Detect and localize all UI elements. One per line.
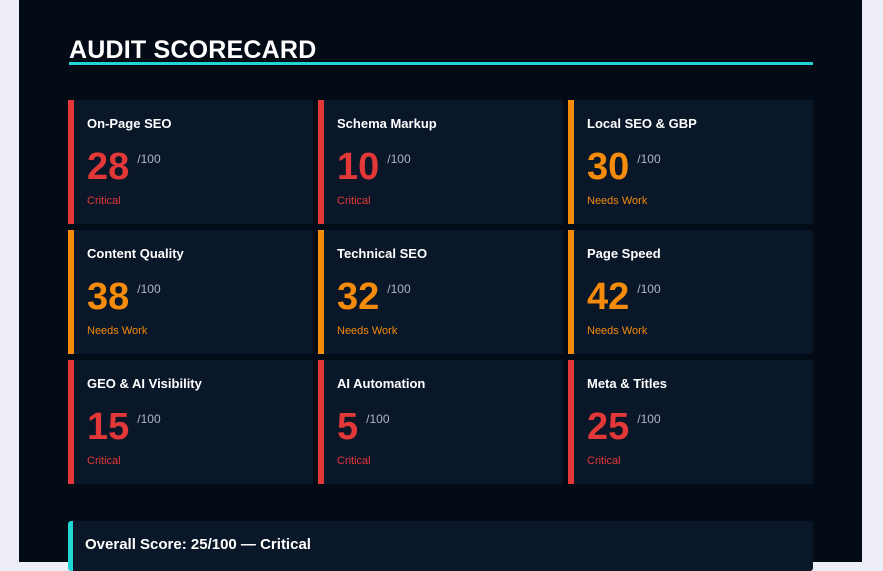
- status-label: Critical: [87, 195, 121, 207]
- score-value: 32: [337, 276, 380, 318]
- score-card: Technical SEO 32 /100 Needs Work: [318, 230, 563, 354]
- score-max: /100: [637, 282, 661, 296]
- score-row: 15 /100: [87, 406, 161, 448]
- score-row: 38 /100: [87, 276, 161, 318]
- score-max: /100: [637, 152, 661, 166]
- score-row: 5 /100: [337, 406, 390, 448]
- status-label: Needs Work: [87, 325, 148, 337]
- score-value: 5: [337, 406, 359, 448]
- score-value: 15: [87, 406, 130, 448]
- scorecard-page: AUDIT SCORECARD On-Page SEO 28 /100 Crit…: [19, 0, 862, 571]
- status-label: Critical: [337, 455, 371, 467]
- page-title: AUDIT SCORECARD: [69, 36, 317, 64]
- overall-score-panel: Overall Score: 25/100 — Critical: [68, 521, 813, 571]
- score-max: /100: [637, 412, 661, 426]
- score-row: 32 /100: [337, 276, 411, 318]
- score-max: /100: [366, 412, 390, 426]
- card-title: AI Automation: [337, 376, 426, 391]
- score-card: On-Page SEO 28 /100 Critical: [68, 100, 313, 224]
- score-row: 28 /100: [87, 146, 161, 188]
- score-max: /100: [137, 412, 161, 426]
- card-title: Technical SEO: [337, 246, 428, 261]
- status-label: Needs Work: [337, 325, 398, 337]
- card-title: Meta & Titles: [587, 376, 667, 391]
- score-row: 30 /100: [587, 146, 661, 188]
- score-row: 25 /100: [587, 406, 661, 448]
- score-row: 42 /100: [587, 276, 661, 318]
- score-value: 10: [337, 146, 380, 188]
- score-grid: On-Page SEO 28 /100 Critical Schema Mark…: [68, 100, 813, 484]
- score-value: 42: [587, 276, 630, 318]
- score-max: /100: [387, 282, 411, 296]
- score-card: Content Quality 38 /100 Needs Work: [68, 230, 313, 354]
- status-label: Critical: [337, 195, 371, 207]
- score-value: 30: [587, 146, 630, 188]
- card-title: Local SEO & GBP: [587, 116, 697, 131]
- card-title: Content Quality: [87, 246, 184, 261]
- score-card: Schema Markup 10 /100 Critical: [318, 100, 563, 224]
- score-max: /100: [137, 152, 161, 166]
- overall-score-text: Overall Score: 25/100 — Critical: [85, 536, 311, 553]
- title-underline: [69, 62, 813, 65]
- score-card: Local SEO & GBP 30 /100 Needs Work: [568, 100, 813, 224]
- card-title: GEO & AI Visibility: [87, 376, 202, 391]
- score-max: /100: [137, 282, 161, 296]
- score-max: /100: [387, 152, 411, 166]
- card-title: On-Page SEO: [87, 116, 172, 131]
- score-value: 38: [87, 276, 130, 318]
- score-row: 10 /100: [337, 146, 411, 188]
- score-card: GEO & AI Visibility 15 /100 Critical: [68, 360, 313, 484]
- score-value: 25: [587, 406, 630, 448]
- status-label: Critical: [587, 455, 621, 467]
- score-card: AI Automation 5 /100 Critical: [318, 360, 563, 484]
- status-label: Needs Work: [587, 195, 648, 207]
- score-card: Meta & Titles 25 /100 Critical: [568, 360, 813, 484]
- score-card: Page Speed 42 /100 Needs Work: [568, 230, 813, 354]
- card-title: Page Speed: [587, 246, 661, 261]
- score-value: 28: [87, 146, 130, 188]
- status-label: Critical: [87, 455, 121, 467]
- status-label: Needs Work: [587, 325, 648, 337]
- card-title: Schema Markup: [337, 116, 437, 131]
